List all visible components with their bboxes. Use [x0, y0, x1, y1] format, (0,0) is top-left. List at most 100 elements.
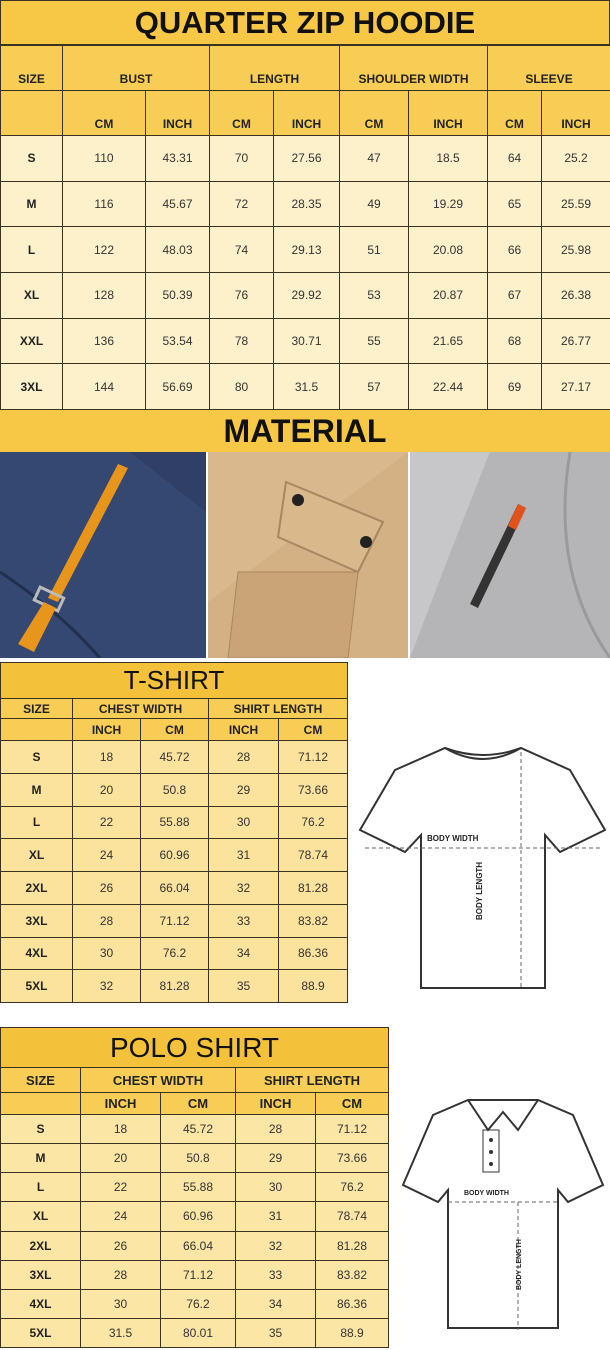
measurement-cell: 25.98: [541, 226, 610, 273]
measurement-cell: 26.38: [541, 271, 610, 319]
table-row: L 22 55.88 30 76.2: [0, 1172, 390, 1203]
measurement-cell: 128: [62, 271, 146, 319]
column-group-header: SHIRT LENGTH: [208, 698, 348, 719]
measurement-cell: 26: [80, 1230, 161, 1261]
table-row: 4XL 30 76.2 34 86.36: [0, 1288, 390, 1319]
measurement-cell: 18: [72, 740, 141, 774]
size-cell: S: [0, 135, 63, 182]
body-length-label: BODY LENGTH: [516, 1239, 523, 1290]
hoodie-title: QUARTER ZIP HOODIE: [0, 0, 610, 45]
column-group-header: SHOULDER WIDTH: [339, 45, 489, 91]
measurement-cell: 50.8: [140, 772, 209, 807]
measurement-cell: 31.5: [80, 1317, 161, 1349]
measurement-cell: 30: [235, 1172, 316, 1203]
size-cell: 3XL: [0, 363, 63, 410]
size-cell: 2XL: [0, 1230, 81, 1261]
measurement-cell: 30.71: [273, 317, 341, 365]
measurement-cell: 71.12: [160, 1259, 236, 1290]
measurement-cell: 50.39: [144, 271, 211, 319]
table-title: T-SHIRT: [0, 662, 348, 699]
measurement-cell: 72: [209, 180, 275, 228]
measurement-cell: 25.2: [541, 135, 610, 182]
measurement-cell: 18: [80, 1113, 161, 1145]
measurement-cell: 53: [339, 271, 410, 319]
table-row: M 20 50.8 29 73.66: [0, 772, 348, 807]
measurement-cell: 76.2: [314, 1172, 390, 1203]
measurement-cell: 76.2: [278, 805, 348, 840]
measurement-cell: 78: [209, 317, 275, 365]
measurement-cell: 71.12: [314, 1113, 390, 1145]
measurement-cell: 31: [208, 838, 279, 872]
measurement-cell: 35: [235, 1317, 316, 1349]
measurement-cell: 30: [80, 1288, 161, 1319]
measurement-cell: 26.77: [541, 317, 610, 365]
measurement-cell: 71.12: [278, 740, 348, 774]
measurement-cell: 76.2: [160, 1288, 236, 1319]
measurement-cell: 83.82: [278, 903, 348, 938]
body-length-label: BODY LENGTH: [475, 861, 484, 920]
measurement-cell: 88.9: [278, 969, 348, 1003]
measurement-cell: 65: [487, 180, 543, 228]
table-row: 3XL 144 56.69 80 31.5 57 22.44 69 27.17: [0, 363, 610, 410]
table-row: S 18 45.72 28 71.12: [0, 740, 348, 774]
measurement-cell: 122: [62, 226, 146, 273]
photo-tan-fabric: [208, 452, 408, 658]
size-cell: L: [0, 226, 63, 273]
unit-header: CM: [209, 90, 275, 136]
measurement-cell: 20: [72, 772, 141, 807]
table-row: 5XL 31.5 80.01 35 88.9: [0, 1317, 390, 1349]
measurement-cell: 51: [339, 226, 410, 273]
measurement-cell: 60.96: [160, 1201, 236, 1232]
table-row: 2XL 26 66.04 32 81.28: [0, 871, 348, 905]
table-row: 3XL 28 71.12 33 83.82: [0, 903, 348, 938]
measurement-cell: 86.36: [314, 1288, 390, 1319]
photo-navy-fabric: [0, 452, 206, 658]
column-group-header: SLEEVE: [487, 45, 610, 91]
measurement-cell: 32: [235, 1230, 316, 1261]
tshirt-size-table: T-SHIRT SIZE CHEST WIDTH SHIRT LENGTH INCH CM…: [0, 662, 348, 1003]
table-row: S 18 45.72 28 71.12: [0, 1113, 390, 1145]
measurement-cell: 27.56: [273, 135, 341, 182]
measurement-cell: 55.88: [140, 805, 209, 840]
measurement-cell: 27.17: [541, 363, 610, 410]
unit-header: CM: [487, 90, 543, 136]
measurement-cell: 50.8: [160, 1143, 236, 1174]
measurement-cell: 33: [235, 1259, 316, 1290]
measurement-cell: 78.74: [278, 838, 348, 872]
measurement-cell: 28: [72, 903, 141, 938]
measurement-cell: 81.28: [140, 969, 209, 1003]
table-row: S 110 43.31 70 27.56 47 18.5 64 25.2: [0, 135, 610, 182]
unit-header: INCH: [541, 90, 610, 136]
size-cell: M: [0, 772, 73, 807]
unit-header: INCH: [72, 718, 141, 741]
measurement-cell: 73.66: [278, 772, 348, 807]
measurement-cell: 28: [80, 1259, 161, 1290]
table-row: 5XL 32 81.28 35 88.9: [0, 969, 348, 1003]
table-row: XXL 136 53.54 78 30.71 55 21.65 68 26.77: [0, 317, 610, 365]
column-group-header: SHIRT LENGTH: [234, 1067, 390, 1093]
table-row: M 116 45.67 72 28.35 49 19.29 65 25.59: [0, 180, 610, 228]
measurement-cell: 86.36: [278, 936, 348, 971]
size-cell: L: [0, 1172, 81, 1203]
table-row: L 22 55.88 30 76.2: [0, 805, 348, 840]
measurement-cell: 20: [80, 1143, 161, 1174]
measurement-cell: 29.13: [273, 226, 341, 273]
measurement-cell: 32: [208, 871, 279, 905]
measurement-cell: 32: [72, 969, 141, 1003]
measurement-cell: 67: [487, 271, 543, 319]
measurement-cell: 78.74: [314, 1201, 390, 1232]
measurement-cell: 76: [209, 271, 275, 319]
measurement-cell: 55.88: [160, 1172, 236, 1203]
measurement-cell: 31: [235, 1201, 316, 1232]
measurement-cell: 80.01: [160, 1317, 236, 1349]
measurement-cell: 33: [208, 903, 279, 938]
hoodie-size-table: SIZE BUST LENGTH SHOULDER WIDTH SLEEVE CM INCH…: [0, 45, 610, 410]
unit-header: INCH: [208, 718, 279, 741]
measurement-cell: 81.28: [278, 871, 348, 905]
body-width-label: BODY WIDTH: [427, 834, 479, 843]
size-cell: XL: [0, 1201, 81, 1232]
unit-header: INCH: [144, 90, 211, 136]
measurement-cell: 57: [339, 363, 410, 410]
measurement-cell: 74: [209, 226, 275, 273]
photo-grey-fabric: [410, 452, 610, 658]
